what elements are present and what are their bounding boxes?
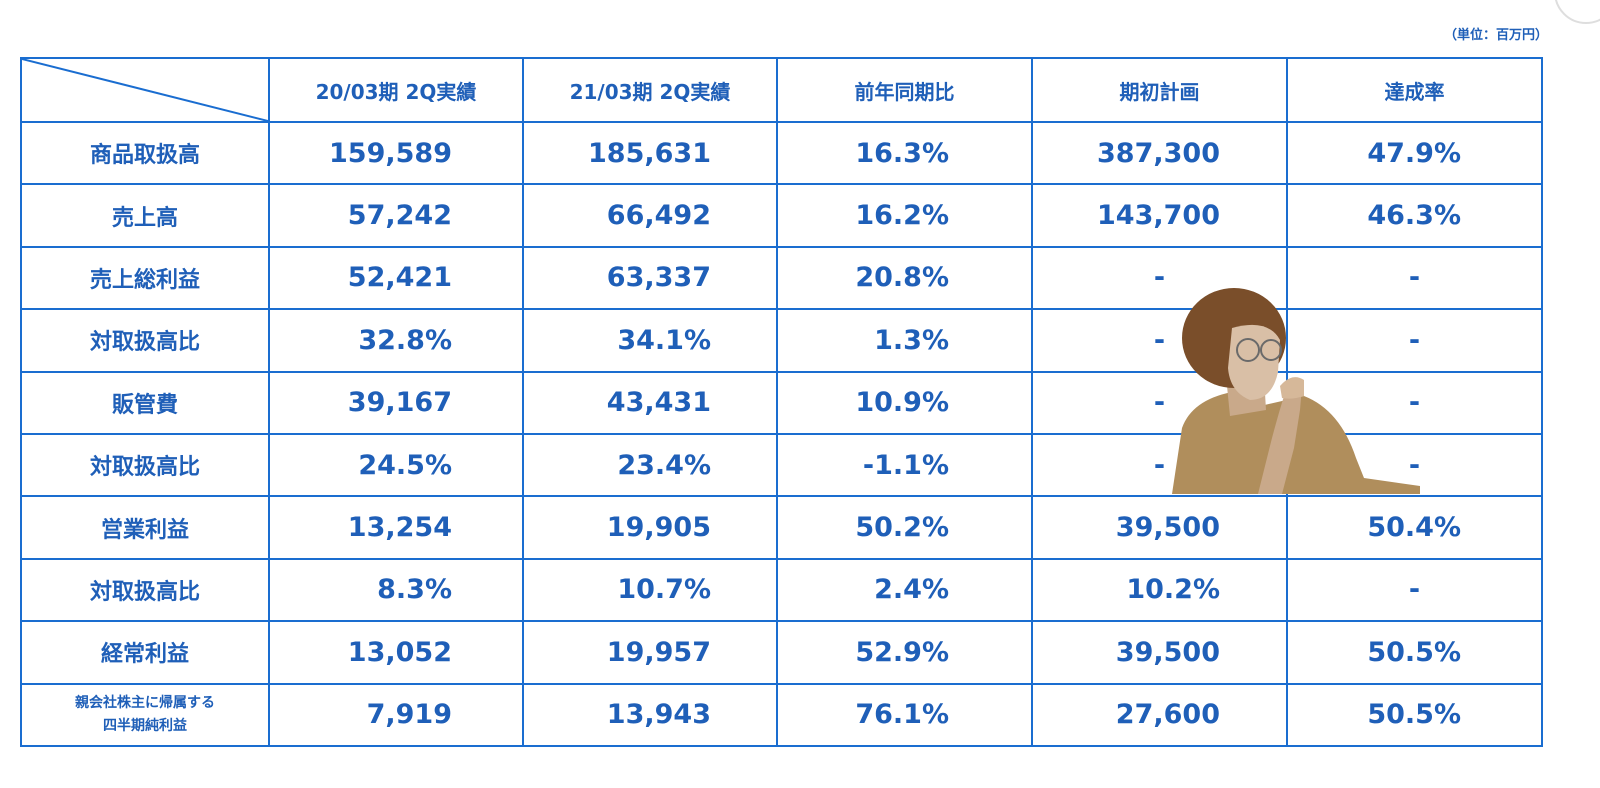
row-label: 経常利益: [20, 620, 270, 685]
cell-rate: 50.5%: [1286, 620, 1543, 685]
table-row: 商品取扱高 159,589 185,631 16.3% 387,300 47.9…: [20, 120, 1543, 186]
cell-2003: 159,589: [268, 120, 524, 186]
row-label: 売上高: [20, 183, 270, 248]
cell-2103: 34.1%: [522, 308, 778, 373]
table-row: 親会社株主に帰属する 四半期純利益 7,919 13,943 76.1% 27,…: [20, 682, 1543, 748]
column-header: 期初計画: [1031, 57, 1288, 123]
header-diagonal-cell: [20, 57, 270, 123]
cell-2003: 7,919: [268, 682, 524, 748]
cell-rate: 47.9%: [1286, 120, 1543, 186]
cell-rate: 50.5%: [1286, 682, 1543, 748]
person-face: [1228, 324, 1280, 400]
header-row: 20/03期 2Q実績 21/03期 2Q実績 前年同期比 期初計画 達成率: [20, 57, 1543, 123]
cell-2103: 13,943: [522, 682, 778, 748]
cell-yoy: 76.1%: [776, 682, 1033, 748]
table-row: 売上総利益 52,421 63,337 20.8% - -: [20, 245, 1543, 311]
row-label: 営業利益: [20, 495, 270, 560]
column-header: 前年同期比: [776, 57, 1033, 123]
person-hand: [1280, 377, 1304, 399]
cell-2103: 23.4%: [522, 432, 778, 498]
cell-2103: 19,957: [522, 620, 778, 685]
cell-rate: 50.4%: [1286, 495, 1543, 560]
corner-decoration: [1554, 0, 1600, 24]
row-label: 対取扱高比: [20, 557, 270, 623]
table-row: 対取扱高比 8.3% 10.7% 2.4% 10.2% -: [20, 557, 1543, 623]
row-label-line: 親会社株主に帰属する: [75, 694, 215, 711]
cell-plan: 39,500: [1031, 620, 1288, 685]
cell-2103: 19,905: [522, 495, 778, 560]
column-header: 21/03期 2Q実績: [522, 57, 778, 123]
cell-2003: 32.8%: [268, 308, 524, 373]
row-label-line: 四半期純利益: [103, 717, 187, 734]
cell-plan: 143,700: [1031, 183, 1288, 248]
cell-yoy: 10.9%: [776, 370, 1033, 435]
cell-plan: 10.2%: [1031, 557, 1288, 623]
unit-label: （単位：百万円）: [1443, 28, 1548, 43]
diagonal-line: [22, 59, 268, 121]
row-label: 対取扱高比: [20, 308, 270, 373]
cell-yoy: 52.9%: [776, 620, 1033, 685]
column-header: 達成率: [1286, 57, 1543, 123]
cell-yoy: -1.1%: [776, 432, 1033, 498]
cell-rate: -: [1286, 308, 1543, 373]
column-header: 20/03期 2Q実績: [268, 57, 524, 123]
table-row: 売上高 57,242 66,492 16.2% 143,700 46.3%: [20, 183, 1543, 248]
cell-2003: 13,052: [268, 620, 524, 685]
cell-plan: 387,300: [1031, 120, 1288, 186]
financial-results-table: 20/03期 2Q実績 21/03期 2Q実績 前年同期比 期初計画 達成率 商…: [20, 57, 1543, 748]
cell-2103: 66,492: [522, 183, 778, 248]
table-row: 営業利益 13,254 19,905 50.2% 39,500 50.4%: [20, 495, 1543, 560]
row-label: 売上総利益: [20, 245, 270, 311]
row-label: 親会社株主に帰属する 四半期純利益: [20, 682, 270, 748]
cell-plan: -: [1031, 245, 1288, 311]
cell-2103: 185,631: [522, 120, 778, 186]
person-arm: [1258, 386, 1302, 494]
cell-rate: 46.3%: [1286, 183, 1543, 248]
row-label: 商品取扱高: [20, 120, 270, 186]
cell-2003: 8.3%: [268, 557, 524, 623]
cell-yoy: 20.8%: [776, 245, 1033, 311]
person-glasses-right: [1260, 339, 1282, 361]
table-row: 経常利益 13,052 19,957 52.9% 39,500 50.5%: [20, 620, 1543, 685]
person-glasses-left: [1236, 338, 1260, 362]
cell-2003: 24.5%: [268, 432, 524, 498]
cell-rate: -: [1286, 557, 1543, 623]
cell-2003: 13,254: [268, 495, 524, 560]
table-row: 対取扱高比 24.5% 23.4% -1.1% - -: [20, 432, 1543, 498]
cell-yoy: 2.4%: [776, 557, 1033, 623]
cell-yoy: 16.2%: [776, 183, 1033, 248]
cell-2103: 43,431: [522, 370, 778, 435]
thinking-person-image: [1172, 288, 1420, 494]
cell-plan: 27,600: [1031, 682, 1288, 748]
cell-2103: 63,337: [522, 245, 778, 311]
cell-2003: 39,167: [268, 370, 524, 435]
cell-yoy: 50.2%: [776, 495, 1033, 560]
cell-yoy: 16.3%: [776, 120, 1033, 186]
row-label: 販管費: [20, 370, 270, 435]
row-label: 対取扱高比: [20, 432, 270, 498]
cell-2003: 52,421: [268, 245, 524, 311]
cell-rate: -: [1286, 245, 1543, 311]
cell-2103: 10.7%: [522, 557, 778, 623]
cell-yoy: 1.3%: [776, 308, 1033, 373]
table-row: 対取扱高比 32.8% 34.1% 1.3% - -: [20, 308, 1543, 373]
cell-plan: 39,500: [1031, 495, 1288, 560]
cell-2003: 57,242: [268, 183, 524, 248]
person-torso: [1172, 392, 1420, 494]
